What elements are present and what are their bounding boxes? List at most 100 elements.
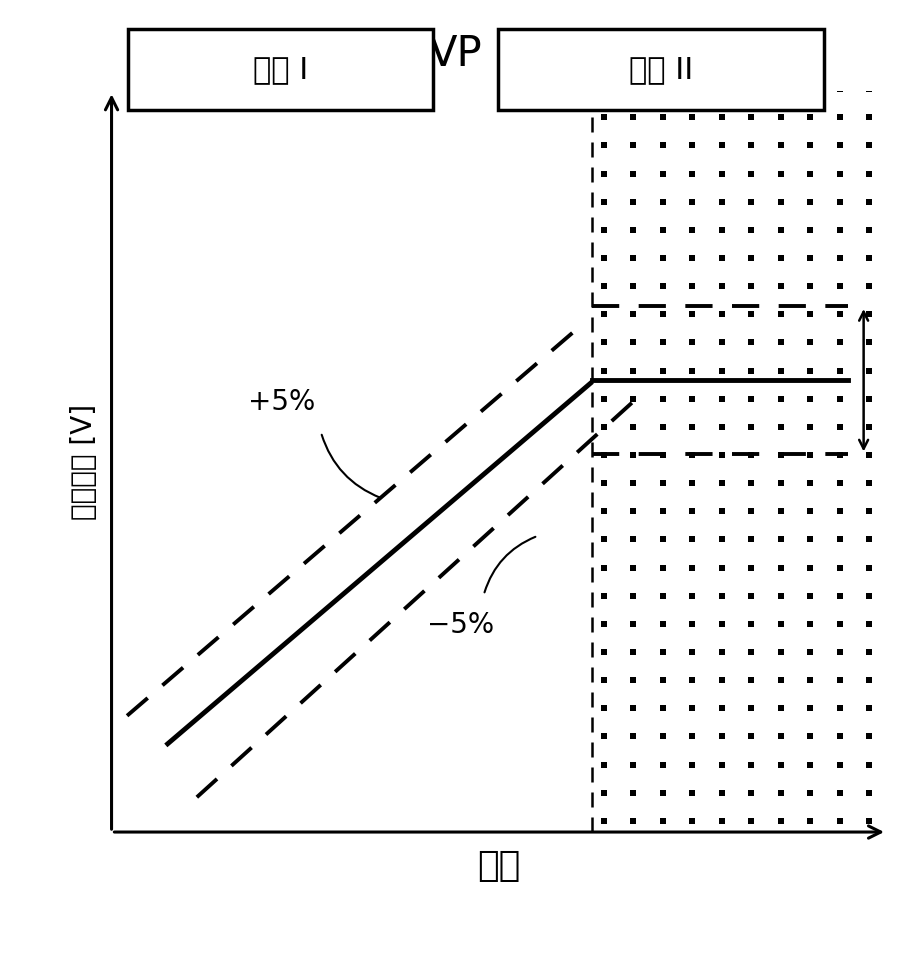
Point — [773, 588, 788, 604]
Point — [803, 503, 817, 519]
Y-axis label: 圧力信号 [V]: 圧力信号 [V] — [69, 404, 97, 520]
Point — [833, 138, 847, 153]
Point — [803, 672, 817, 688]
Point — [597, 279, 611, 294]
Point — [685, 166, 700, 181]
Point — [626, 392, 640, 407]
Point — [597, 81, 611, 96]
Point — [833, 701, 847, 716]
Point — [803, 645, 817, 660]
Point — [744, 757, 759, 773]
Point — [685, 250, 700, 265]
Text: 区域 II: 区域 II — [629, 54, 693, 84]
Point — [626, 476, 640, 491]
Point — [833, 785, 847, 800]
Point — [803, 616, 817, 631]
Point — [773, 223, 788, 238]
Point — [597, 447, 611, 462]
Text: +5%: +5% — [249, 389, 316, 416]
Point — [773, 166, 788, 181]
Point — [626, 279, 640, 294]
Point — [773, 279, 788, 294]
Point — [626, 729, 640, 744]
Point — [597, 532, 611, 547]
Point — [833, 279, 847, 294]
Point — [714, 419, 729, 435]
Point — [833, 223, 847, 238]
Point — [626, 194, 640, 209]
Point — [626, 532, 640, 547]
Point — [626, 250, 640, 265]
Point — [773, 363, 788, 378]
Point — [862, 645, 876, 660]
Point — [626, 110, 640, 125]
Point — [597, 110, 611, 125]
Point — [656, 588, 670, 604]
Point — [656, 166, 670, 181]
Point — [833, 814, 847, 829]
Point — [656, 110, 670, 125]
Point — [597, 335, 611, 350]
Point — [862, 279, 876, 294]
Point — [685, 757, 700, 773]
Point — [597, 250, 611, 265]
Point — [656, 757, 670, 773]
Point — [656, 560, 670, 575]
Point — [685, 616, 700, 631]
Point — [685, 645, 700, 660]
Point — [773, 532, 788, 547]
Point — [803, 392, 817, 407]
Point — [626, 223, 640, 238]
Point — [803, 81, 817, 96]
Point — [803, 335, 817, 350]
Point — [685, 447, 700, 462]
Point — [803, 447, 817, 462]
Point — [744, 785, 759, 800]
Point — [656, 194, 670, 209]
Point — [744, 81, 759, 96]
Point — [862, 250, 876, 265]
Point — [833, 335, 847, 350]
Point — [656, 138, 670, 153]
Point — [773, 194, 788, 209]
Point — [597, 672, 611, 688]
Point — [597, 588, 611, 604]
Point — [862, 701, 876, 716]
Point — [803, 194, 817, 209]
Point — [714, 729, 729, 744]
Point — [744, 279, 759, 294]
Point — [685, 672, 700, 688]
Point — [685, 335, 700, 350]
Point — [656, 701, 670, 716]
Point — [862, 166, 876, 181]
Point — [773, 419, 788, 435]
Point — [626, 335, 640, 350]
Point — [714, 194, 729, 209]
Text: 区域 I: 区域 I — [252, 54, 308, 84]
Point — [626, 757, 640, 773]
Point — [597, 363, 611, 378]
Point — [744, 672, 759, 688]
Point — [714, 110, 729, 125]
Point — [862, 532, 876, 547]
Point — [685, 223, 700, 238]
Point — [862, 335, 876, 350]
Point — [744, 363, 759, 378]
Point — [626, 560, 640, 575]
Point — [744, 560, 759, 575]
Point — [744, 701, 759, 716]
Point — [803, 138, 817, 153]
Point — [597, 645, 611, 660]
Point — [597, 701, 611, 716]
Point — [744, 194, 759, 209]
Point — [597, 419, 611, 435]
Point — [773, 250, 788, 265]
Point — [597, 729, 611, 744]
Point — [626, 363, 640, 378]
Point — [833, 419, 847, 435]
Point — [833, 250, 847, 265]
X-axis label: 圧力: 圧力 — [477, 849, 521, 882]
Point — [744, 392, 759, 407]
Point — [773, 645, 788, 660]
Point — [803, 729, 817, 744]
